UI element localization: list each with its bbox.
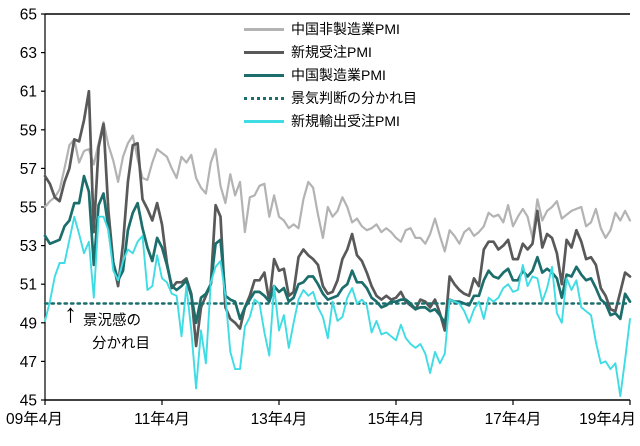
legend-item-0: 中国非製造業PMI: [244, 20, 417, 38]
y-tick-label: 59: [20, 122, 37, 139]
legend-item-4: 新規輸出受注PMI: [244, 112, 417, 130]
legend-swatch-2: [244, 73, 284, 77]
annotation-text: 景況感の 分かれ目: [83, 300, 150, 356]
legend-label-2: 中国製造業PMI: [291, 67, 386, 83]
x-tick-label: 19年4月: [579, 410, 636, 428]
series-line-2: [43, 174, 632, 325]
y-tick-label: 45: [20, 393, 37, 410]
y-tick-label: 53: [20, 238, 37, 255]
legend-item-2: 中国製造業PMI: [244, 66, 417, 84]
legend-swatch-3: [244, 96, 284, 100]
annotation-line-1: 景況感の: [83, 313, 141, 329]
breakeven-annotation: ↑ 景況感の 分かれ目: [64, 300, 150, 356]
legend-label-3: 景気判断の分かれ目: [291, 90, 417, 106]
legend-item-1: 新規受注PMI: [244, 43, 417, 61]
y-tick-label: 57: [20, 161, 37, 178]
y-tick-label: 63: [20, 45, 37, 62]
y-tick-label: 61: [20, 84, 37, 101]
legend-item-3: 景気判断の分かれ目: [244, 89, 417, 107]
x-tick-label: 11年4月: [134, 410, 190, 428]
x-tick-label: 15年4月: [368, 410, 425, 428]
series-line-1: [43, 89, 632, 348]
series-line-0: [43, 120, 632, 253]
series-line-4: [44, 215, 631, 398]
y-tick-label: 51: [20, 277, 37, 294]
x-tick-label: 13年4月: [251, 410, 308, 428]
y-tick-label: 65: [20, 7, 37, 24]
legend-label-0: 中国非製造業PMI: [291, 21, 400, 37]
legend-label-4: 新規輸出受注PMI: [291, 113, 400, 129]
y-tick-label: 47: [20, 354, 37, 371]
x-tick-label: 09年4月: [6, 410, 63, 428]
legend-swatch-1: [244, 50, 284, 54]
y-tick-label: 49: [20, 315, 37, 332]
up-arrow-icon: ↑: [64, 298, 77, 328]
y-tick-label: 55: [20, 200, 37, 217]
chart-legend: 中国非製造業PMI 新規受注PMI 中国製造業PMI 景気判断の分かれ目 新規輸出受注P…: [244, 20, 417, 130]
legend-swatch-0: [244, 27, 284, 31]
legend-swatch-4: [244, 119, 284, 123]
annotation-line-2: 分かれ目: [92, 336, 150, 353]
x-tick-label: 17年4月: [485, 410, 542, 428]
legend-label-1: 新規受注PMI: [291, 44, 372, 60]
